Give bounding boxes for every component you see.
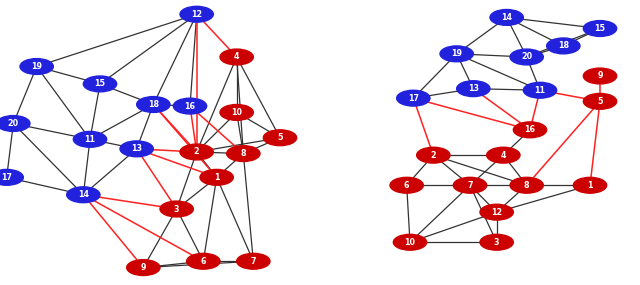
Text: 1: 1 <box>588 181 593 190</box>
Text: 13: 13 <box>131 144 142 153</box>
Circle shape <box>237 253 270 269</box>
Text: 3: 3 <box>494 238 499 247</box>
Circle shape <box>0 116 30 131</box>
Circle shape <box>417 147 450 163</box>
Text: 12: 12 <box>491 208 502 217</box>
Text: 17: 17 <box>1 173 12 182</box>
Circle shape <box>20 59 53 74</box>
Circle shape <box>137 97 170 112</box>
Text: 19: 19 <box>31 62 42 71</box>
Circle shape <box>453 177 486 193</box>
Text: 8: 8 <box>241 149 246 158</box>
Circle shape <box>583 93 617 109</box>
Circle shape <box>397 90 430 106</box>
Text: 13: 13 <box>468 84 479 93</box>
Circle shape <box>390 177 423 193</box>
Text: 16: 16 <box>525 125 536 134</box>
Text: 7: 7 <box>251 257 256 266</box>
Text: 6: 6 <box>404 181 410 190</box>
Text: 15: 15 <box>95 80 106 88</box>
Circle shape <box>74 131 107 147</box>
Text: 19: 19 <box>451 49 462 58</box>
Text: 12: 12 <box>191 10 202 19</box>
Text: 9: 9 <box>597 72 603 80</box>
Circle shape <box>187 253 220 269</box>
Circle shape <box>173 98 207 114</box>
Circle shape <box>457 81 490 97</box>
Circle shape <box>394 234 427 250</box>
Circle shape <box>220 105 253 120</box>
Text: 8: 8 <box>524 181 529 190</box>
Text: 7: 7 <box>467 181 473 190</box>
Circle shape <box>547 38 580 54</box>
Circle shape <box>510 177 543 193</box>
Text: 16: 16 <box>184 101 195 111</box>
Circle shape <box>573 177 607 193</box>
Circle shape <box>583 21 617 36</box>
Text: 5: 5 <box>597 97 603 106</box>
Text: 14: 14 <box>501 13 512 22</box>
Circle shape <box>490 9 524 25</box>
Text: 20: 20 <box>521 52 532 62</box>
Text: 4: 4 <box>234 52 239 62</box>
Text: 2: 2 <box>431 151 436 160</box>
Text: 15: 15 <box>595 24 605 33</box>
Circle shape <box>227 146 260 162</box>
Text: 17: 17 <box>408 94 419 103</box>
Circle shape <box>83 76 116 92</box>
Circle shape <box>480 204 513 220</box>
Text: 6: 6 <box>200 257 206 266</box>
Text: 11: 11 <box>84 135 95 144</box>
Circle shape <box>160 201 193 217</box>
Text: 20: 20 <box>8 119 19 128</box>
Text: 4: 4 <box>500 151 506 160</box>
Text: 3: 3 <box>174 205 179 213</box>
Text: 11: 11 <box>534 86 545 95</box>
Text: 10: 10 <box>231 108 242 117</box>
Circle shape <box>67 187 100 203</box>
Circle shape <box>180 144 213 160</box>
Circle shape <box>120 141 154 157</box>
Circle shape <box>127 260 160 276</box>
Circle shape <box>263 130 297 146</box>
Text: 2: 2 <box>194 148 200 156</box>
Text: 10: 10 <box>404 238 415 247</box>
Text: 1: 1 <box>214 173 220 182</box>
Circle shape <box>480 234 513 250</box>
Text: 14: 14 <box>78 190 89 199</box>
Circle shape <box>180 6 213 22</box>
Text: 18: 18 <box>148 100 159 109</box>
Circle shape <box>524 82 557 98</box>
Text: 18: 18 <box>558 41 569 50</box>
Circle shape <box>200 169 234 185</box>
Circle shape <box>440 46 474 62</box>
Text: 9: 9 <box>141 263 146 272</box>
Circle shape <box>220 49 253 65</box>
Text: 5: 5 <box>277 133 283 142</box>
Circle shape <box>510 49 543 65</box>
Circle shape <box>0 169 23 185</box>
Circle shape <box>486 147 520 163</box>
Circle shape <box>513 122 547 138</box>
Circle shape <box>583 68 617 84</box>
